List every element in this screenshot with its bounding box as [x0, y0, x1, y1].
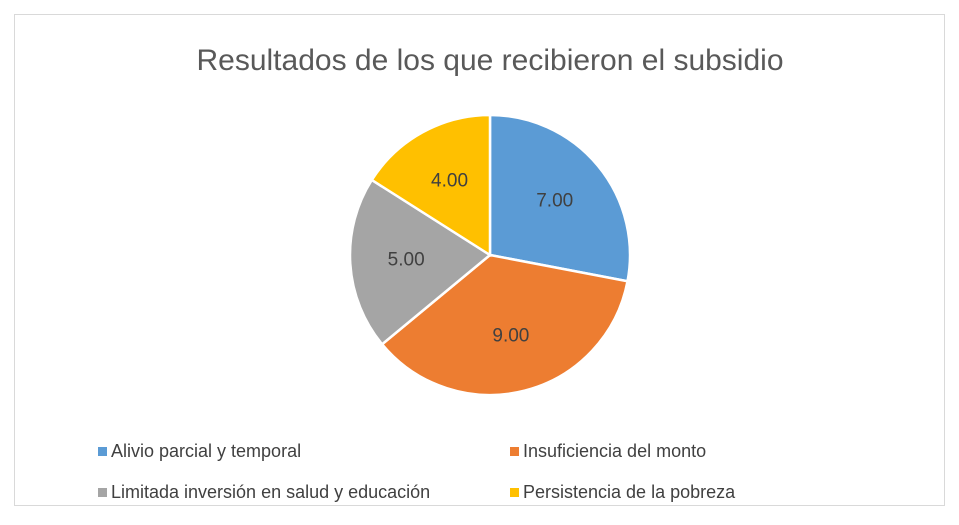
- legend-label: Insuficiencia del monto: [523, 441, 706, 461]
- legend-swatch: [510, 488, 519, 497]
- chart-title: Resultados de los que recibieron el subs…: [196, 44, 783, 77]
- data-label: 9.00: [492, 325, 529, 346]
- legend-swatch: [510, 447, 519, 456]
- legend-label: Persistencia de la pobreza: [523, 482, 736, 502]
- pie-slice: [348, 178, 493, 346]
- pie-slice: [380, 253, 629, 397]
- pie-slice: [488, 113, 632, 283]
- data-label: 5.00: [388, 249, 425, 270]
- data-label: 4.00: [431, 170, 468, 191]
- legend-label: Alivio parcial y temporal: [111, 441, 301, 461]
- legend-swatch: [98, 447, 107, 456]
- legend-label: Limitada inversión en salud y educación: [111, 482, 430, 502]
- data-label: 7.00: [536, 190, 573, 211]
- pie-slice: [370, 113, 492, 258]
- legend-swatch: [98, 488, 107, 497]
